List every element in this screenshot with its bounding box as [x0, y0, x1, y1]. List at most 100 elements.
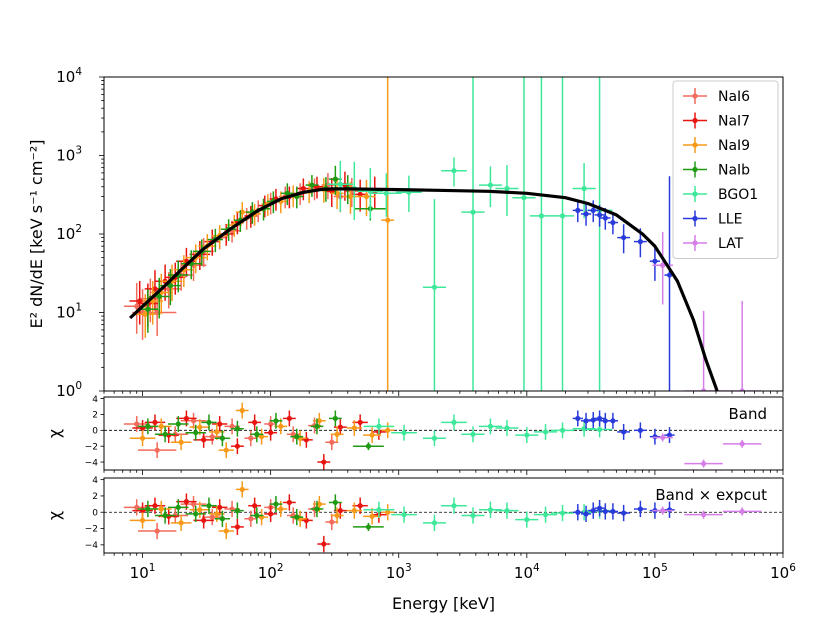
legend-marker [692, 142, 698, 148]
data-marker [431, 435, 438, 441]
data-marker [590, 207, 596, 213]
data-marker [183, 415, 190, 422]
residual-point [248, 414, 262, 431]
residual-point [193, 431, 214, 448]
data-marker [158, 423, 164, 429]
residual-point [123, 499, 150, 516]
series-nai9 [135, 77, 395, 391]
residual-point [248, 497, 262, 514]
data-marker [337, 424, 343, 430]
x-tick-label: 103 [386, 562, 412, 582]
legend-label: NaI9 [718, 138, 750, 154]
data-point [722, 300, 762, 391]
data-marker [152, 419, 158, 425]
data-marker [637, 239, 643, 245]
legend-marker [692, 191, 698, 197]
y-tick-exponent: 0 [75, 380, 82, 392]
data-marker [201, 517, 207, 523]
data-marker [321, 541, 327, 547]
data-marker [152, 286, 158, 292]
data-marker [154, 309, 160, 316]
data-marker [470, 431, 476, 437]
residual-point [269, 412, 283, 429]
residual-point [168, 499, 189, 516]
data-point [296, 178, 310, 201]
data-marker [254, 431, 260, 437]
series-nai9 [129, 402, 395, 459]
residual-point [189, 419, 211, 436]
data-marker [248, 516, 254, 522]
data-marker [254, 512, 260, 519]
data-marker [597, 212, 603, 218]
data-marker [365, 443, 372, 449]
legend-entry-lle: LLE [683, 210, 742, 228]
residual-point [185, 424, 206, 441]
legend-label: NaIb [718, 163, 750, 179]
data-marker [597, 415, 603, 422]
residual-point [381, 422, 395, 439]
data-marker [314, 506, 320, 512]
x-tick-label: 105 [642, 562, 668, 582]
residual-point [607, 503, 619, 520]
y-tick-label: 0 [92, 508, 98, 518]
legend-entry-naib: NaIb [683, 161, 750, 179]
data-marker [332, 499, 338, 506]
band-residual-panel: 4 2 0 −2 −4 Band χ [45, 395, 784, 475]
model-label: Band [728, 405, 767, 423]
data-marker [223, 447, 229, 453]
data-marker [193, 430, 199, 436]
y-tick-label: 4 [92, 395, 98, 405]
residual-point [290, 428, 304, 445]
data-marker [252, 503, 258, 509]
residual-point [594, 410, 605, 427]
residual-point [363, 501, 395, 518]
data-marker [363, 193, 370, 200]
data-marker [357, 191, 363, 197]
data-marker [559, 213, 566, 219]
data-marker [451, 503, 457, 509]
y-tick-exponent: 1 [75, 302, 82, 314]
data-marker [234, 508, 240, 514]
data-point [327, 160, 354, 212]
data-marker [383, 190, 389, 196]
data-marker [294, 514, 300, 520]
data-point [357, 179, 376, 217]
data-marker [183, 499, 190, 505]
data-marker [524, 516, 530, 523]
residual-point [282, 410, 296, 427]
data-marker [337, 181, 343, 187]
data-point [305, 175, 319, 197]
series-naib [137, 494, 384, 531]
data-marker [401, 430, 407, 436]
data-marker [329, 519, 335, 525]
residual-point [230, 502, 244, 519]
data-marker [134, 421, 140, 427]
series-bgo1 [363, 497, 613, 531]
residual-point [328, 494, 342, 511]
y-tick-label: 2 [92, 492, 98, 502]
data-marker [357, 419, 363, 425]
data-marker [357, 503, 363, 509]
legend-entry-lat: LAT [683, 235, 744, 252]
residual-point [180, 412, 207, 429]
residual-point [572, 420, 596, 437]
data-marker [470, 512, 476, 519]
residual-point [652, 433, 673, 442]
model-curve [129, 187, 719, 391]
x-tick-base: 10 [130, 564, 149, 582]
residual-point [211, 416, 228, 432]
residual-point [282, 494, 296, 511]
data-marker [178, 439, 184, 445]
residual-point [214, 510, 231, 527]
residual-point [154, 507, 176, 524]
data-marker [365, 524, 372, 530]
data-point [495, 165, 519, 216]
y-tick-label: −2 [85, 442, 98, 452]
data-marker [583, 511, 589, 517]
series-lat [652, 231, 762, 391]
data-marker [621, 234, 627, 241]
data-marker [590, 508, 596, 514]
data-marker [219, 435, 225, 441]
residual-point [168, 416, 189, 432]
